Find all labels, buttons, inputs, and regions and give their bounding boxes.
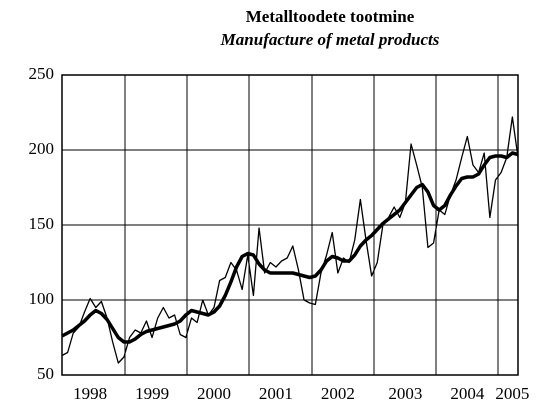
chart-subtitle: Manufacture of metal products	[220, 30, 440, 49]
y-tick-label: 100	[29, 289, 55, 308]
y-tick-label: 250	[29, 64, 55, 83]
y-tick-label: 200	[29, 139, 55, 158]
x-tick-label: 1999	[135, 384, 169, 403]
x-tick-label: 2001	[259, 384, 293, 403]
x-tick-label: 2003	[388, 384, 422, 403]
x-tick-label: 2000	[197, 384, 231, 403]
x-tick-label: 1998	[73, 384, 107, 403]
x-tick-label: 2002	[321, 384, 355, 403]
series-line	[61, 151, 519, 344]
series-line	[61, 116, 519, 364]
chart-title: Metalltoodete tootmine	[246, 7, 415, 26]
y-tick-label: 150	[29, 214, 55, 233]
plot-frame	[61, 74, 519, 376]
y-tick-label: 50	[37, 364, 54, 383]
x-tick-label: 2004	[450, 384, 485, 403]
x-tick-label: 2005	[495, 384, 529, 403]
